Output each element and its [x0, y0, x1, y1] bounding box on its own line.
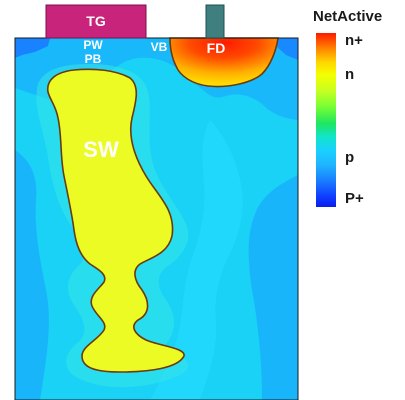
legend-level-n-plus: n+	[345, 32, 363, 49]
pw-label: PW	[83, 38, 103, 52]
silicon-outline	[14, 37, 299, 400]
vb-label: VB	[151, 40, 168, 54]
legend-color-scale	[316, 33, 336, 207]
tg-label: TG	[86, 13, 106, 29]
legend-level-p-plus: P+	[345, 190, 364, 207]
legend-level-p: p	[345, 149, 355, 166]
floating-diffusion-region	[169, 37, 279, 88]
transfer-gate	[45, 4, 147, 39]
storage-well-region	[47, 68, 185, 373]
substrate-band-lower-left	[15, 150, 49, 400]
pb-label: PB	[85, 52, 102, 66]
fd-label: FD	[207, 40, 226, 56]
substrate-band-center	[150, 120, 243, 400]
sw-label: SW	[83, 137, 119, 162]
doping-profile-figure: TG PW PB VB FD SW	[0, 0, 300, 400]
top-margin	[0, 0, 300, 38]
substrate-band-lower-right	[248, 175, 298, 400]
fd-contact	[205, 4, 225, 39]
legend-level-n: n	[345, 66, 355, 83]
legend-title: NetActive	[313, 8, 383, 25]
